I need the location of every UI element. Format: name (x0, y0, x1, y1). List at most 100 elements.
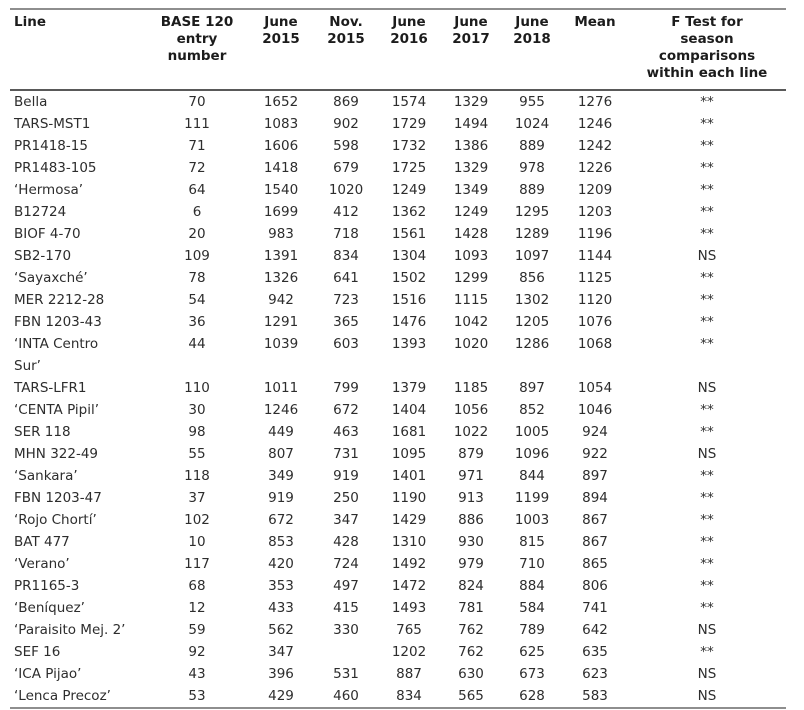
june-2017-cell: 1042 (453, 314, 489, 330)
f-test-cell: NS (697, 688, 717, 704)
f-test-cell: NS (697, 446, 717, 462)
table-row: FBN 1203-43 36 1291 365 1476 1042 1205 1076 ** (10, 311, 786, 333)
nov-2015-cell: 723 (333, 292, 359, 308)
entry-number-cell: 12 (188, 600, 206, 616)
f-test-cell: ** (700, 534, 714, 550)
f-test-cell: NS (697, 380, 717, 396)
line-name-cell: MHN 322-49 (14, 446, 99, 462)
june-2017-cell: 781 (458, 600, 484, 616)
entry-number-cell: 109 (184, 248, 210, 264)
table-row: PR1165-3 68 353 497 1472 824 884 806 ** (10, 575, 786, 597)
mean-cell: 741 (582, 600, 608, 616)
table-row: ‘Hermosa’ 64 1540 1020 1249 1349 889 1209 ** (10, 179, 786, 201)
mean-cell: 897 (582, 468, 608, 484)
entry-number-cell: 68 (188, 578, 206, 594)
entry-number-cell: 20 (188, 226, 206, 242)
june-2016-cell: 887 (396, 666, 422, 682)
june-2016-cell: 1472 (391, 578, 427, 594)
f-test-cell: ** (700, 116, 714, 132)
header-june-2015: June 2015 (248, 9, 314, 91)
table-row: ‘Beníquez’ 12 433 415 1493 781 584 741 ** (10, 597, 786, 619)
line-name-cell: ‘Beníquez’ (14, 600, 85, 616)
table-row: ‘Rojo Chortí’ 102 672 347 1429 886 1003 867 ** (10, 509, 786, 531)
nov-2015-cell: 869 (333, 94, 359, 110)
mean-cell: 1246 (577, 116, 613, 132)
june-2015-cell: 807 (268, 446, 294, 462)
june-2017-cell: 1020 (453, 336, 489, 352)
june-2017-cell: 1386 (453, 138, 489, 154)
line-name-cell: SEF 16 (14, 644, 61, 660)
june-2016-cell: 1404 (391, 402, 427, 418)
mean-cell: 922 (582, 446, 608, 462)
nov-2015-cell: 672 (333, 402, 359, 418)
line-name-cell: BIOF 4-70 (14, 226, 81, 242)
june-2018-cell: 1205 (514, 314, 550, 330)
table-row: ‘CENTA Pipil’ 30 1246 672 1404 1056 852 1046 ** (10, 399, 786, 421)
june-2015-cell: 1291 (263, 314, 299, 330)
nov-2015-cell: 724 (333, 556, 359, 572)
june-2017-cell: 762 (458, 622, 484, 638)
line-name-cell: ‘Hermosa’ (14, 182, 84, 198)
june-2016-cell: 1725 (391, 160, 427, 176)
june-2018-cell: 673 (519, 666, 545, 682)
f-test-cell: ** (700, 270, 714, 286)
header-june-2018: June 2018 (502, 9, 562, 91)
june-2015-cell: 1039 (263, 336, 299, 352)
mean-cell: 924 (582, 424, 608, 440)
table-row: ‘ICA Pijao’ 43 396 531 887 630 673 623 NS (10, 663, 786, 685)
nov-2015-cell: 347 (333, 512, 359, 528)
june-2015-cell: 1246 (263, 402, 299, 418)
table-row: SEF 16 92 347 1202 762 625 635 ** (10, 641, 786, 663)
june-2018-cell: 1199 (514, 490, 550, 506)
june-2017-cell: 630 (458, 666, 484, 682)
mean-cell: 1144 (577, 248, 613, 264)
june-2018-cell: 852 (519, 402, 545, 418)
june-2017-cell: 824 (458, 578, 484, 594)
nov-2015-cell: 902 (333, 116, 359, 132)
f-test-cell: ** (700, 556, 714, 572)
june-2016-cell: 1493 (391, 600, 427, 616)
f-test-cell: NS (697, 666, 717, 682)
june-2018-cell: 625 (519, 644, 545, 660)
june-2015-cell: 349 (268, 468, 294, 484)
table-row: ‘Sankara’ 118 349 919 1401 971 844 897 ** (10, 465, 786, 487)
june-2018-cell: 1003 (514, 512, 550, 528)
june-2015-cell: 1540 (263, 182, 299, 198)
june-2016-cell: 1310 (391, 534, 427, 550)
entry-number-cell: 78 (188, 270, 206, 286)
table-row: MER 2212-28 54 942 723 1516 1115 1302 1120 ** (10, 289, 786, 311)
mean-cell: 1209 (577, 182, 613, 198)
entry-number-cell: 55 (188, 446, 206, 462)
header-row: Line BASE 120 entry number June 2015 Nov… (10, 9, 786, 91)
june-2017-cell: 971 (458, 468, 484, 484)
entry-number-cell: 54 (188, 292, 206, 308)
f-test-cell: ** (700, 490, 714, 506)
june-2015-cell: 1391 (263, 248, 299, 264)
table-row: Bella 70 1652 869 1574 1329 955 1276 ** (10, 90, 786, 113)
june-2018-cell: 1286 (514, 336, 550, 352)
june-2017-cell: 1185 (453, 380, 489, 396)
june-2017-cell: 1115 (453, 292, 489, 308)
june-2015-cell: 353 (268, 578, 294, 594)
june-2018-cell: 1024 (514, 116, 550, 132)
june-2017-cell: 913 (458, 490, 484, 506)
table-row: BAT 477 10 853 428 1310 930 815 867 ** (10, 531, 786, 553)
entry-number-cell: 6 (192, 204, 202, 220)
mean-cell: 1125 (577, 270, 613, 286)
june-2018-cell: 897 (519, 380, 545, 396)
mean-cell: 865 (582, 556, 608, 572)
june-2015-cell: 1326 (263, 270, 299, 286)
entry-number-cell: 36 (188, 314, 206, 330)
line-name-cell: SB2-170 (14, 248, 72, 264)
entry-number-cell: 98 (188, 424, 206, 440)
june-2018-cell: 1096 (514, 446, 550, 462)
june-2015-cell: 919 (268, 490, 294, 506)
june-2016-cell: 1393 (391, 336, 427, 352)
june-2018-cell: 628 (519, 688, 545, 704)
june-2017-cell: 1249 (453, 204, 489, 220)
mean-cell: 1054 (577, 380, 613, 396)
f-test-cell: NS (697, 248, 717, 264)
table-row: PR1418-15 71 1606 598 1732 1386 889 1242 ** (10, 135, 786, 157)
june-2016-cell: 1476 (391, 314, 427, 330)
june-2016-cell: 1429 (391, 512, 427, 528)
